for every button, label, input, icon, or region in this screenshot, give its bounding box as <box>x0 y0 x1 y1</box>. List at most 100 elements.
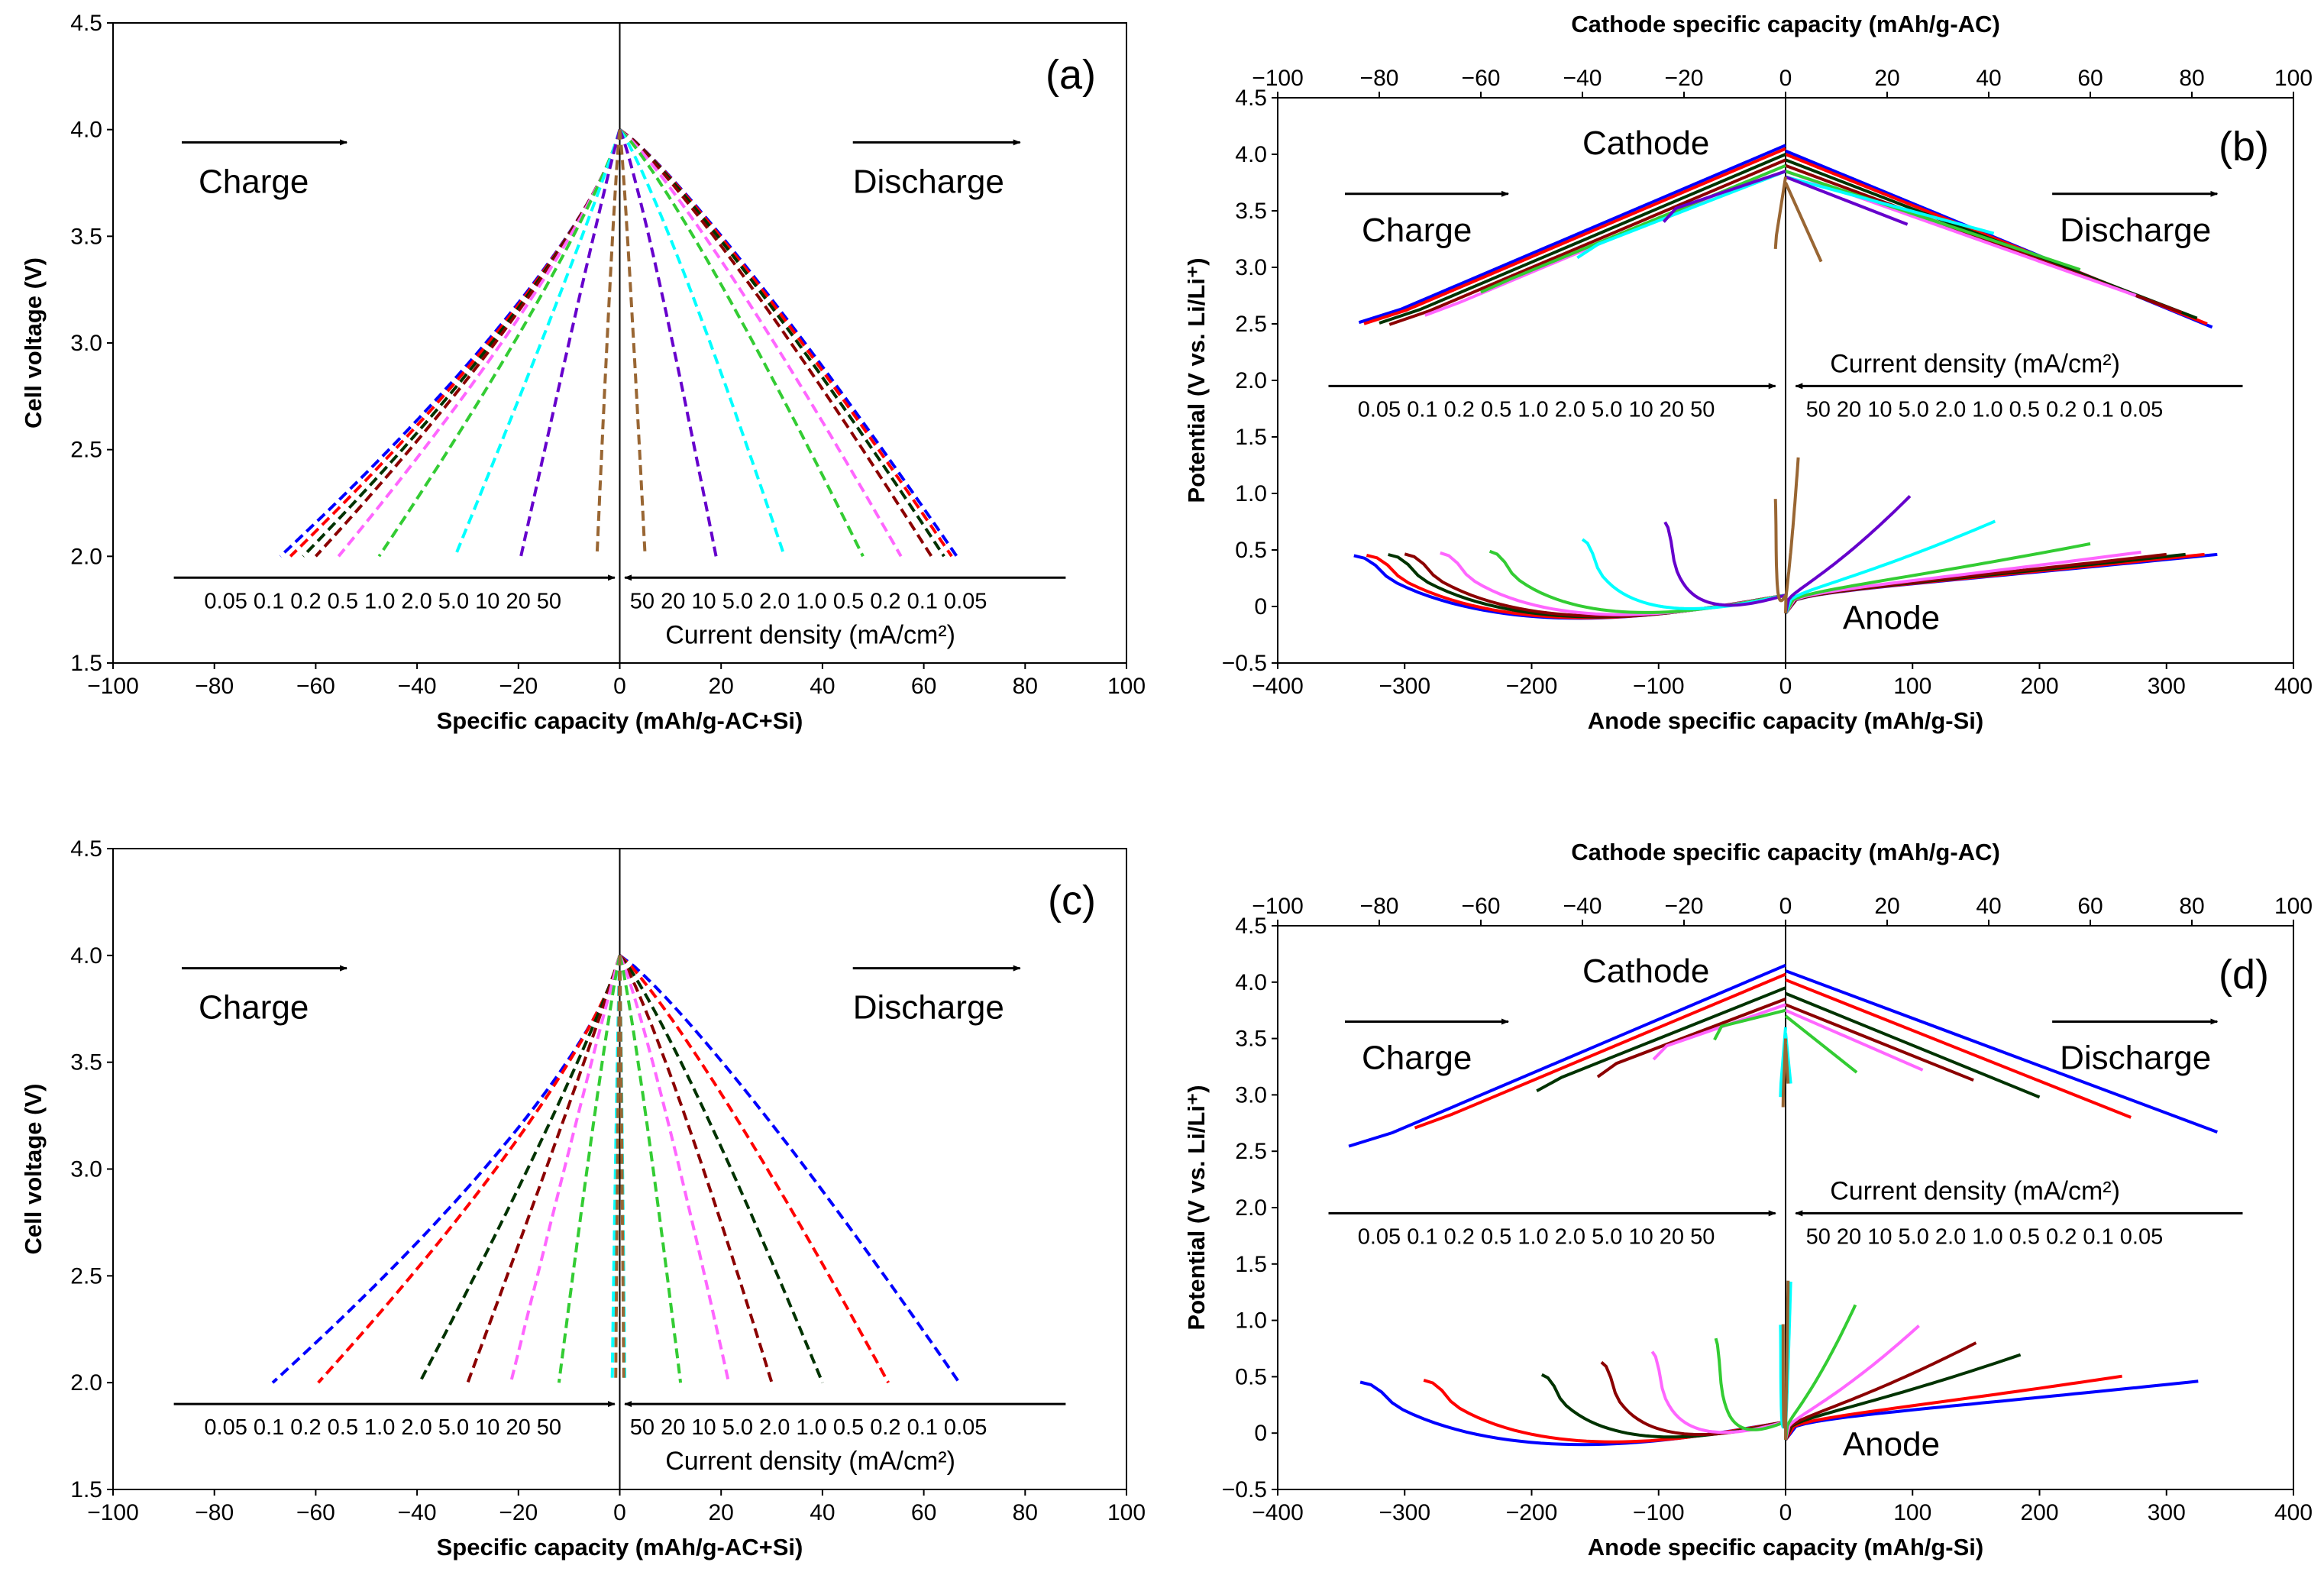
x-tick-label: 20 <box>709 674 734 699</box>
charge-curve <box>337 129 622 558</box>
charge-densities: 0.05 0.1 0.2 0.5 1.0 2.0 5.0 10 20 50 <box>1358 1224 1715 1249</box>
series-10 <box>1662 170 1912 614</box>
charge-curve <box>377 129 622 558</box>
charge-label: Charge <box>199 163 309 200</box>
panel-c: −100 −80 −60 −40 −20 0 20 40 60 80 100 1.5 2.0 2.5 3.0… <box>20 836 1146 1561</box>
y-tick-label: 3.5 <box>1235 1027 1267 1052</box>
panel-a: −100 −80 −60 −40 −20 0 20 40 60 80 100 1.5 2.0 2.5 3.0… <box>20 11 1146 734</box>
y-tick-label: 3.5 <box>70 1050 102 1075</box>
series-2-0 <box>509 955 731 1383</box>
y-tick-label: 0 <box>1254 1421 1267 1446</box>
series-2-0 <box>1650 1003 1924 1441</box>
y-axis-title: Potential (V vs. Li/Li⁺) <box>1183 1085 1210 1330</box>
y-tick-label: 3.0 <box>1235 255 1267 280</box>
y-tick-label: 1.0 <box>1235 481 1267 506</box>
y-tick-label: 1.0 <box>1235 1308 1267 1334</box>
cathode-discharge-curve <box>1785 991 2041 1099</box>
x2-tick-label: −60 <box>1462 894 1501 919</box>
anode-charge-curve <box>1600 1360 1786 1436</box>
y-tick-label: 2.5 <box>1235 312 1267 337</box>
x-tick-label: −80 <box>195 1500 234 1525</box>
x2-tick-label: −100 <box>1252 894 1304 919</box>
anode-label: Anode <box>1843 1426 1940 1463</box>
charge-curve <box>519 129 622 557</box>
x-axis-title: Anode specific capacity (mAh/g-Si) <box>1588 1534 1984 1561</box>
x-tick-label: 0 <box>1779 1500 1792 1525</box>
anode-discharge-curve <box>1784 457 1800 613</box>
anode-discharge-curve <box>1784 1374 2122 1441</box>
anode-discharge-curve <box>1784 1304 1857 1441</box>
x-tick-label: −200 <box>1506 1500 1558 1525</box>
y-tick-label: 1.5 <box>1235 425 1267 450</box>
anode-charge-curve <box>1663 521 1786 607</box>
y-axis-title: Potential (V vs. Li/Li⁺) <box>1183 257 1210 503</box>
x2-tick-label: −100 <box>1252 66 1304 91</box>
series-1-0 <box>1424 163 2141 616</box>
x-tick-label: 200 <box>2020 674 2058 699</box>
charge-label: Charge <box>199 989 309 1027</box>
x-tick-label: −60 <box>296 1500 335 1525</box>
y-tick-label: 3.0 <box>1235 1082 1267 1108</box>
y-tick-label: 3.0 <box>70 1157 102 1182</box>
x-tick-label: 100 <box>1107 1500 1146 1525</box>
series-20 <box>595 129 647 557</box>
y-tick-label: 2.0 <box>1235 1195 1267 1221</box>
cathode-label: Cathode <box>1582 125 1709 162</box>
x-tick-label: −300 <box>1379 1500 1430 1525</box>
x-axis-title: Specific capacity (mAh/g-AC+Si) <box>437 707 803 734</box>
y-tick-label: 2.0 <box>1235 368 1267 393</box>
panel-label: (b) <box>2219 124 2269 170</box>
charge-densities: 0.05 0.1 0.2 0.5 1.0 2.0 5.0 10 20 50 <box>204 1415 561 1440</box>
y-tick-label: 2.5 <box>70 438 102 463</box>
charge-curve <box>614 955 622 1383</box>
x-tick-label: 0 <box>613 674 626 699</box>
discharge-curve <box>618 955 731 1383</box>
panel-label: (d) <box>2219 952 2269 998</box>
x-tick-label: 400 <box>2274 674 2313 699</box>
charge-densities: 0.05 0.1 0.2 0.5 1.0 2.0 5.0 10 20 50 <box>1358 397 1715 422</box>
y-tick-label: 1.5 <box>70 651 102 676</box>
cathode-discharge-curve <box>1785 1003 1974 1082</box>
x2-tick-label: 100 <box>2274 66 2313 91</box>
x-tick-label: 100 <box>1107 674 1146 699</box>
x-tick-label: 80 <box>1013 674 1038 699</box>
x-tick-label: −40 <box>398 674 437 699</box>
y-tick-label: 2.5 <box>70 1263 102 1289</box>
series-20 <box>614 955 625 1383</box>
x-tick-label: 40 <box>810 674 835 699</box>
discharge-curve <box>618 128 786 557</box>
series-0-1 <box>317 954 890 1384</box>
discharge-label: Discharge <box>853 989 1004 1027</box>
x-tick-label: 80 <box>1013 1500 1038 1525</box>
x2-tick-label: 80 <box>2179 66 2204 91</box>
anode-discharge-curve <box>1784 1324 1920 1441</box>
discharge-label: Discharge <box>853 163 1004 200</box>
anode-charge-curve <box>1714 1337 1786 1431</box>
x-tick-label: 200 <box>2020 1500 2058 1525</box>
x2-tick-label: −40 <box>1563 894 1602 919</box>
x2-tick-label: 0 <box>1779 894 1792 919</box>
series-5-0 <box>454 128 786 558</box>
y-tick-label: 3.5 <box>1235 199 1267 224</box>
y-axis-title: Cell voltage (V) <box>20 1084 47 1255</box>
x-tick-label: 300 <box>2148 1500 2186 1525</box>
charge-curve <box>557 955 622 1383</box>
series-20 <box>1773 176 1823 613</box>
discharge-curve <box>619 954 961 1384</box>
y-tick-label: −0.5 <box>1222 1477 1267 1502</box>
x2-tick-label: 60 <box>2077 66 2103 91</box>
x2-tick-label: −60 <box>1462 66 1501 91</box>
discharge-curve <box>618 128 718 557</box>
cathode-charge-curve <box>1414 972 1786 1130</box>
series-10 <box>519 128 718 557</box>
current-density-label: Current density (mA/cm²) <box>1830 1176 2120 1205</box>
y-tick-label: 3.0 <box>70 331 102 356</box>
discharge-curve <box>619 128 945 558</box>
panel-d: −400 −300 −200 −100 0 100 200 300 400−100 −80 −60−… <box>1183 839 2313 1561</box>
series-20 <box>1781 1038 1790 1441</box>
y-tick-label: −0.5 <box>1222 651 1267 676</box>
x2-tick-label: −40 <box>1563 66 1602 91</box>
cathode-charge-curve <box>1348 963 1786 1148</box>
y-tick-label: 2.5 <box>1235 1139 1267 1164</box>
anode-charge-curve <box>1366 553 1786 619</box>
